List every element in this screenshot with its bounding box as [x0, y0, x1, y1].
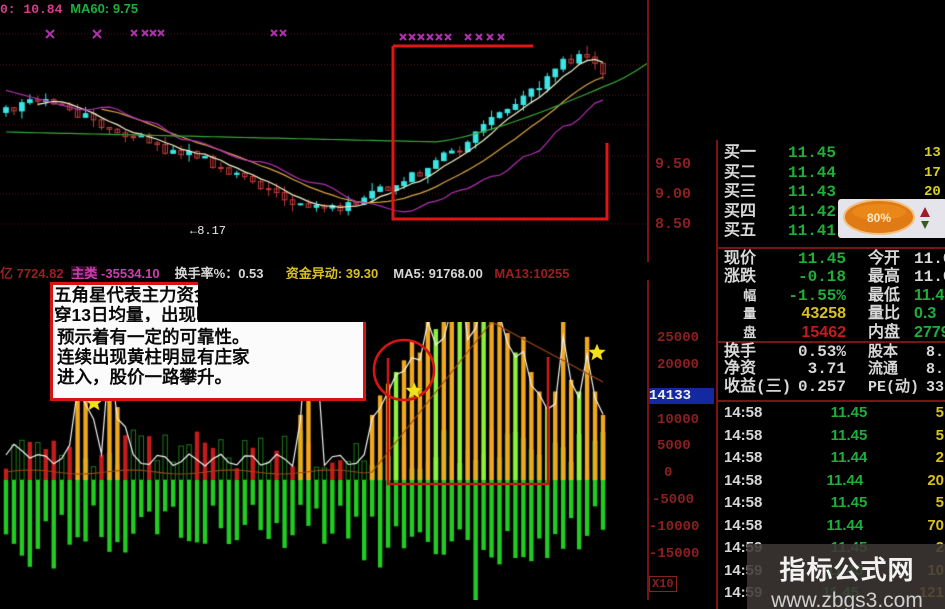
svg-text:80%: 80% [867, 211, 891, 225]
